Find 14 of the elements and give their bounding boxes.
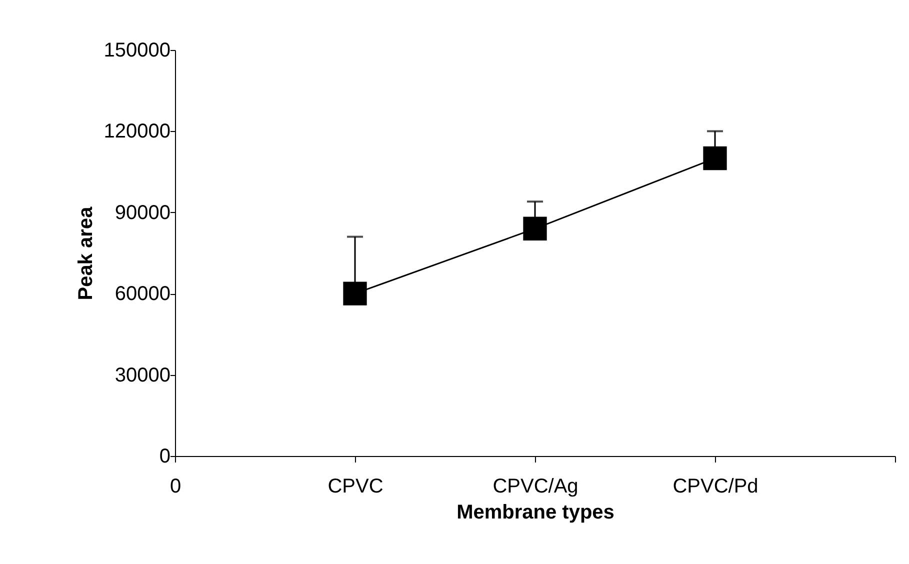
y-tick-label: 30000: [114, 364, 170, 386]
point: [343, 282, 367, 306]
x-tick-label: CPVC: [328, 476, 384, 498]
point: [703, 146, 727, 170]
x-tick-label: CPVC/Pd: [672, 476, 758, 498]
y-tick-label: 150000: [104, 40, 170, 62]
x-tick-label: CPVC/Ag: [492, 476, 578, 498]
y-tick-label: 60000: [114, 283, 170, 306]
y-tick-label: 90000: [114, 202, 170, 224]
point: [523, 216, 547, 240]
y-tick-label: 120000: [104, 120, 170, 143]
y-axis-title: Peak area: [74, 206, 97, 300]
x-axis-title: Membrane types: [456, 502, 614, 524]
y-tick-label: 0: [159, 446, 170, 468]
